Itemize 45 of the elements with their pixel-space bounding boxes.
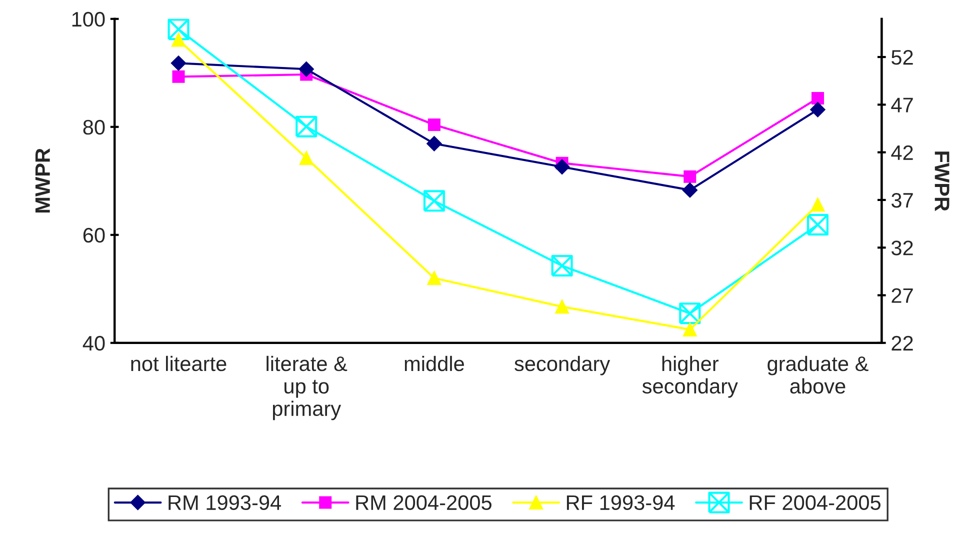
point <box>554 159 570 174</box>
legend-label: RM 1993-94 <box>168 495 282 510</box>
x-tick-label: middle <box>404 356 464 372</box>
x-tick-label: graduate & above <box>768 356 868 394</box>
y2-tick-label: 47 <box>891 98 913 112</box>
point <box>810 102 826 118</box>
point <box>298 62 314 77</box>
x-tick-label: not litearte <box>131 356 226 372</box>
point <box>806 214 829 236</box>
point <box>682 182 698 198</box>
x-tick-label: literate & up to primary <box>266 356 348 420</box>
point <box>299 151 314 165</box>
point <box>296 116 318 138</box>
point <box>684 170 696 183</box>
x-tick-label: higher secondary <box>642 356 738 398</box>
point <box>427 271 442 286</box>
legend-label: RF 2004-2005 <box>750 495 880 510</box>
y2-tick-label: 22 <box>892 336 913 350</box>
y-tick-label: 80 <box>83 120 105 135</box>
y-tick-label: 100 <box>72 12 105 27</box>
x-tick-label: secondary <box>514 356 610 376</box>
y2-tick-label: 32 <box>891 240 913 256</box>
point <box>423 190 445 212</box>
y2-tick-label: 52 <box>892 50 913 65</box>
legend-label: RF 1993-94 <box>566 495 675 510</box>
point <box>426 136 442 152</box>
point <box>682 322 697 337</box>
y-tick-label: 40 <box>82 336 105 351</box>
legend-label: RM 2004-2005 <box>356 495 492 510</box>
point <box>679 302 701 324</box>
y2-tick-label: 42 <box>891 145 913 160</box>
point <box>172 32 186 47</box>
y-tick-label: 60 <box>83 228 105 243</box>
point <box>551 254 573 276</box>
point <box>170 56 186 71</box>
y2-tick-label: 37 <box>891 192 913 208</box>
point <box>811 92 824 105</box>
y2-axis-title: FWPR <box>934 152 950 212</box>
y2-tick-label: 27 <box>892 288 913 303</box>
point <box>555 300 569 314</box>
point <box>810 198 825 212</box>
point <box>168 18 190 40</box>
point <box>172 70 185 83</box>
point <box>428 118 440 131</box>
y-axis-title: MWPR <box>35 148 50 212</box>
